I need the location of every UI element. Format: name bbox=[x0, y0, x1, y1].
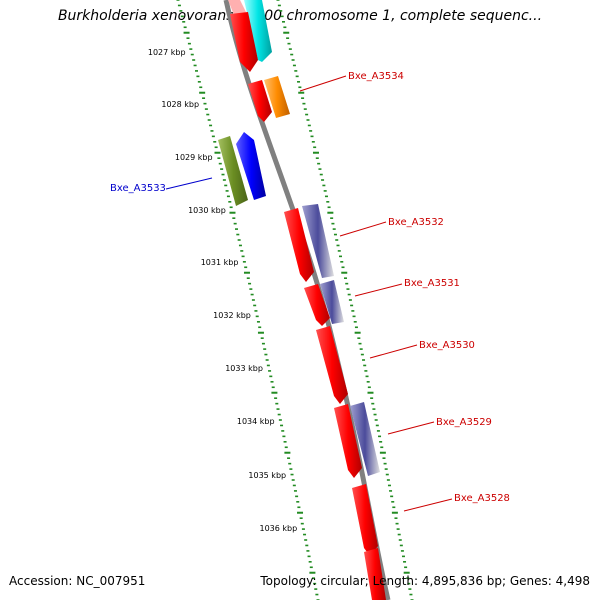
kbp-label: 1029 kbp bbox=[175, 153, 213, 162]
kbp-label: 1028 kbp bbox=[161, 100, 199, 109]
cds-feature-cyan[interactable] bbox=[244, 0, 272, 62]
kbp-label: 1036 kbp bbox=[259, 524, 297, 533]
cds-feature-red[interactable] bbox=[284, 208, 314, 282]
cds-features[interactable] bbox=[218, 0, 386, 600]
gene-label[interactable]: Bxe_A3534 bbox=[348, 71, 404, 82]
cds-feature-red[interactable] bbox=[248, 80, 272, 122]
kbp-label: 1027 kbp bbox=[148, 48, 186, 57]
gene-label[interactable]: Bxe_A3528 bbox=[454, 493, 510, 504]
cds-feature-slate[interactable] bbox=[350, 402, 380, 476]
kbp-label: 1030 kbp bbox=[188, 206, 226, 215]
genome-summary-text: Topology: circular; Length: 4,895,836 bp… bbox=[260, 574, 590, 588]
cds-feature-red[interactable] bbox=[352, 484, 378, 556]
map-title: Burkholderia xenovorans LB400 chromosome… bbox=[57, 8, 543, 24]
cds-feature-red[interactable] bbox=[364, 548, 386, 600]
cds-feature-slate[interactable] bbox=[320, 280, 344, 324]
gene-label[interactable]: Bxe_A3532 bbox=[388, 217, 444, 228]
cds-feature-blue[interactable] bbox=[236, 132, 266, 200]
kbp-label: 1033 kbp bbox=[225, 364, 263, 373]
gene-label[interactable]: Bxe_A3530 bbox=[419, 340, 475, 351]
gene-label[interactable]: Bxe_A3531 bbox=[404, 278, 460, 289]
cds-feature-olive[interactable] bbox=[218, 136, 248, 206]
cds-feature-red[interactable] bbox=[230, 12, 258, 72]
kbp-labels: 1027 kbp 1028 kbp 1029 kbp 1030 kbp 1031 kbp… bbox=[148, 48, 297, 533]
accession-text: Accession: NC_007951 bbox=[9, 574, 146, 588]
kbp-label: 1035 kbp bbox=[248, 471, 286, 480]
cds-feature-slate[interactable] bbox=[302, 204, 334, 278]
kbp-label: 1032 kbp bbox=[213, 311, 251, 320]
kbp-label: 1031 kbp bbox=[201, 258, 239, 267]
gene-label[interactable]: Bxe_A3533 bbox=[110, 183, 166, 194]
cds-feature-red[interactable] bbox=[304, 284, 330, 326]
gene-label[interactable]: Bxe_A3529 bbox=[436, 417, 492, 428]
kbp-tick-marks bbox=[176, 0, 414, 600]
kbp-label: 1034 kbp bbox=[237, 417, 275, 426]
gene-labels: Bxe_A3534 Bxe_A3533 Bxe_A3532 Bxe_A3531 … bbox=[110, 71, 510, 512]
cds-feature-red[interactable] bbox=[334, 404, 362, 478]
cds-feature-orange[interactable] bbox=[264, 76, 290, 118]
cds-feature-red[interactable] bbox=[316, 326, 348, 404]
